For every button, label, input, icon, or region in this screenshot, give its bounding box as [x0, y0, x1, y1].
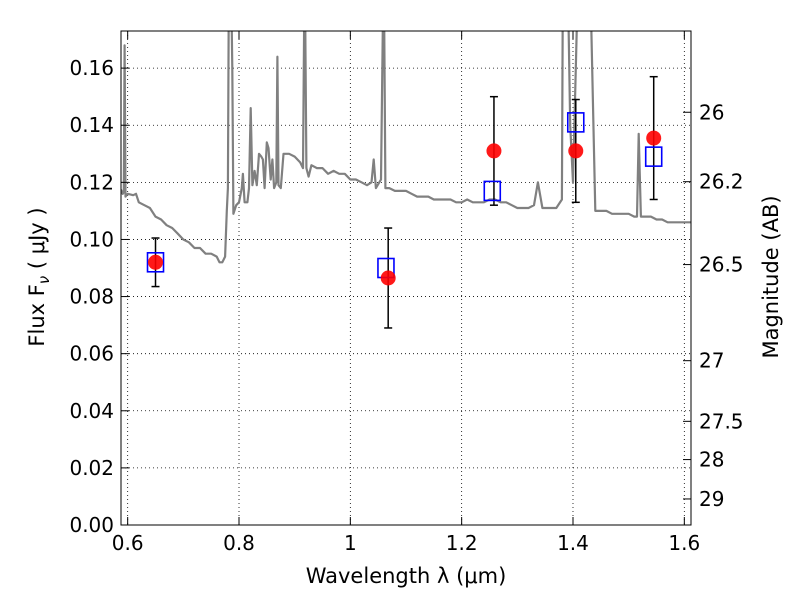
- y-tick-label: 0.16: [69, 56, 114, 80]
- y-tick-label: 0.08: [69, 285, 114, 309]
- x-tick-label: 1.6: [668, 531, 700, 555]
- observed-photometry-point: [486, 143, 502, 159]
- model-spectrum-line: [121, 31, 691, 264]
- observed-photometry-point: [646, 130, 662, 146]
- observed-photometry-point: [568, 143, 584, 159]
- y2-axis-label: Magnitude (AB): [759, 195, 783, 358]
- model-photometry-square: [483, 180, 502, 202]
- y-tick-label: 0.04: [69, 399, 114, 423]
- y-tick-label: 0.00: [69, 513, 114, 537]
- model-photometry-square: [146, 251, 165, 273]
- x-tick-label: 0.8: [223, 531, 255, 555]
- y-tick-label: 0.02: [69, 456, 114, 480]
- y2-tick-label: 26: [699, 100, 724, 124]
- y2-tick-label: 26.2: [699, 170, 744, 194]
- x-tick-label: 1.4: [557, 531, 589, 555]
- plot-data: [121, 31, 691, 329]
- grid-layer: [121, 31, 691, 526]
- observed-photometry-point: [148, 254, 164, 270]
- y2-tick-label: 27: [699, 349, 724, 373]
- y-tick-label: 0.12: [69, 170, 114, 194]
- tick-layer: 0.6 0.8 1 1.2 1.4 1.6 0.00 0.02 0.04 0.06 0.08 0.10…: [69, 31, 744, 555]
- y-axis-label-sub: ν: [35, 276, 53, 284]
- y-tick-label: 0.14: [69, 113, 114, 137]
- y-axis-label-main: Flux F: [25, 284, 49, 346]
- plot-layer: [121, 31, 691, 329]
- y2-tick-label: 28: [699, 448, 724, 472]
- x-axis-label: Wavelength λ (μm): [306, 564, 507, 588]
- y2-tick-label: 27.5: [699, 409, 744, 433]
- y-tick-label: 0.06: [69, 342, 114, 366]
- y2-tick-label: 26.5: [699, 253, 744, 277]
- model-photometry-square: [566, 112, 585, 133]
- y2-tick-label: 29: [699, 487, 724, 511]
- observed-photometry-point: [380, 270, 396, 286]
- x-tick-label: 1: [344, 531, 357, 555]
- y-axis-label-unit: ( μJy ): [25, 207, 49, 275]
- plot-frame: [120, 30, 692, 526]
- y-tick-label: 0.10: [69, 227, 114, 251]
- y-axis-label: Flux Fν ( μJy ): [25, 207, 53, 346]
- x-tick-label: 1.2: [446, 531, 478, 555]
- model-photometry-square: [644, 146, 663, 167]
- x-tick-label: 0.6: [112, 531, 144, 555]
